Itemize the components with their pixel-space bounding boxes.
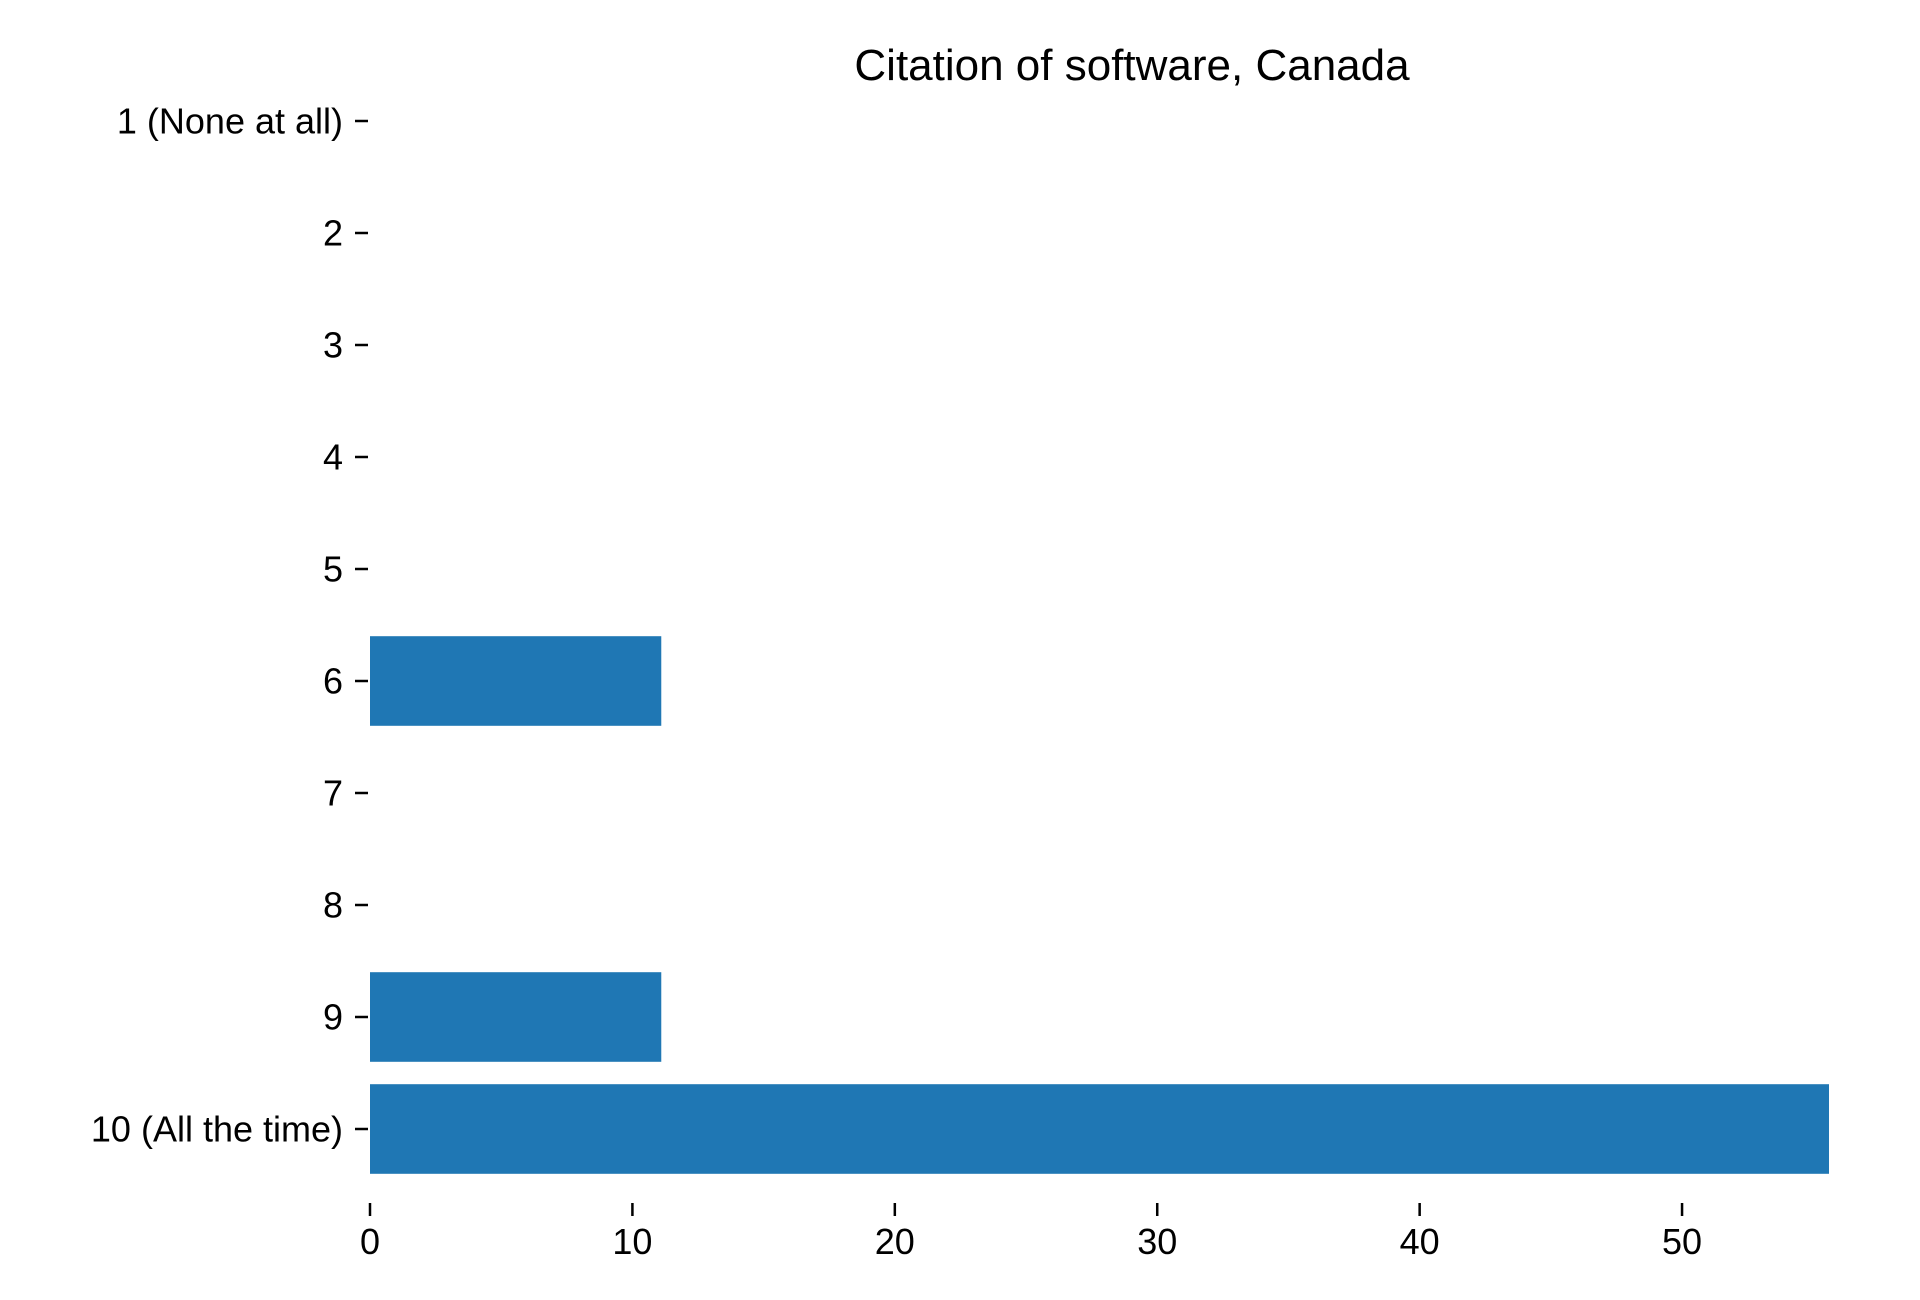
y-tick-label: 4: [323, 437, 343, 478]
bar-10: [370, 1084, 1829, 1174]
y-tick-label: 6: [323, 661, 343, 702]
x-tick-label: 50: [1662, 1221, 1702, 1262]
x-tick-label: 30: [1137, 1221, 1177, 1262]
bar-6: [370, 636, 662, 726]
y-tick-label: 10 (All the time): [91, 1109, 343, 1150]
bars-group: [370, 636, 1829, 1174]
y-tick-label: 5: [323, 549, 343, 590]
y-axis: 1 (None at all) 2 3 4 5 6 7 8 9 10 (All the time): [91, 101, 368, 1150]
x-tick-label: 20: [875, 1221, 915, 1262]
chart-title: Citation of software, Canada: [854, 41, 1410, 90]
y-tick-label: 8: [323, 885, 343, 926]
y-tick-label: 2: [323, 213, 343, 254]
y-tick-label: 9: [323, 997, 343, 1038]
y-tick-label: 7: [323, 773, 343, 814]
y-tick-label: 3: [323, 325, 343, 366]
y-tick-label: 1 (None at all): [117, 101, 343, 142]
x-axis: 0 10 20 30 40 50: [360, 1203, 1702, 1262]
x-tick-label: 10: [612, 1221, 652, 1262]
x-tick-label: 40: [1400, 1221, 1440, 1262]
x-tick-label: 0: [360, 1221, 380, 1262]
bar-9: [370, 972, 662, 1062]
